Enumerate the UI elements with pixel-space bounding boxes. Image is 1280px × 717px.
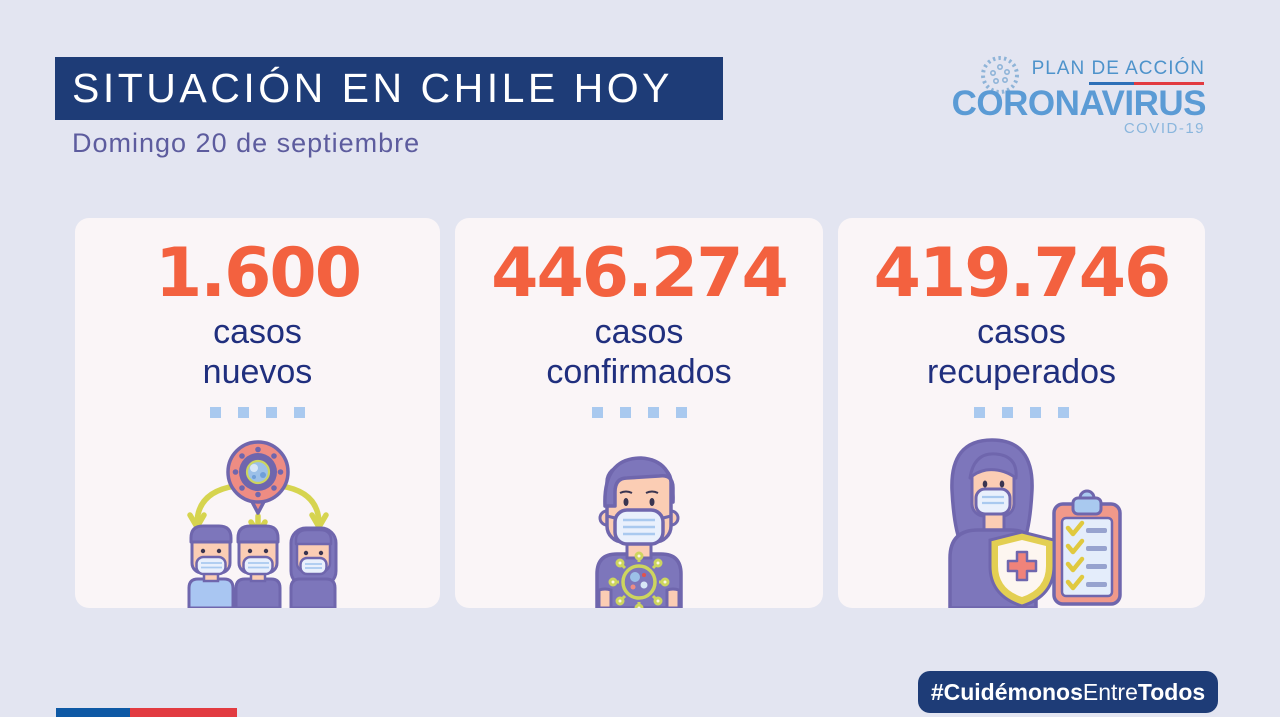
stat-label-line1: casos	[213, 313, 302, 351]
virus-spread-icon	[186, 440, 337, 608]
hashtag-banner: #Cuidémonos Entre Todos	[918, 671, 1218, 713]
flag-underline	[1089, 82, 1204, 85]
person-checklist-icon	[947, 438, 1122, 608]
stat-label-line2: confirmados	[546, 353, 732, 391]
coronavirus-label: CORONAVIRUS	[951, 84, 1207, 123]
stat-label: casos confirmados	[546, 312, 731, 392]
stat-value: 1.600	[154, 234, 362, 313]
stat-label-line1: casos	[977, 313, 1066, 351]
stat-card-casos-confirmados: 446.274 casos confirmados	[455, 218, 823, 608]
dots-divider	[974, 407, 1069, 418]
dots-divider	[210, 407, 305, 418]
stat-label: casos recuperados	[927, 312, 1116, 392]
hashtag-part-bold1: #Cuidémonos	[930, 678, 1083, 705]
stat-label: casos nuevos	[203, 312, 313, 392]
hashtag-part-light: Entre	[1082, 678, 1138, 705]
coronavirus-plan-logo: PLAN DE ACCIÓN CORONAVIRUS COVID-19	[952, 48, 1207, 137]
stat-card-casos-nuevos: 1.600 casos nuevos	[75, 218, 440, 608]
page-title: SITUACIÓN EN CHILE HOY	[72, 65, 673, 111]
plan-de-accion-label: PLAN DE ACCIÓN	[1031, 58, 1205, 79]
stat-card-casos-recuperados: 419.746 casos recuperados	[838, 218, 1205, 608]
masked-person-virus-icon	[595, 456, 683, 608]
chile-flag-stripe	[56, 708, 237, 717]
stat-value: 419.746	[873, 234, 1172, 313]
flag-red-segment	[130, 708, 237, 717]
hashtag-part-bold2: Todos	[1137, 678, 1206, 705]
virus-logo-icon	[981, 56, 1019, 94]
stat-label-line2: nuevos	[202, 353, 313, 391]
stat-label-line2: recuperados	[926, 353, 1116, 391]
dots-divider	[591, 407, 687, 418]
date-text: Domingo 20 de septiembre	[72, 128, 421, 158]
stat-value: 446.274	[491, 234, 789, 313]
header-banner: SITUACIÓN EN CHILE HOY	[55, 57, 723, 120]
covid19-label: COVID-19	[1123, 120, 1205, 137]
flag-blue-segment	[56, 708, 130, 717]
stat-label-line1: casos	[594, 313, 684, 351]
